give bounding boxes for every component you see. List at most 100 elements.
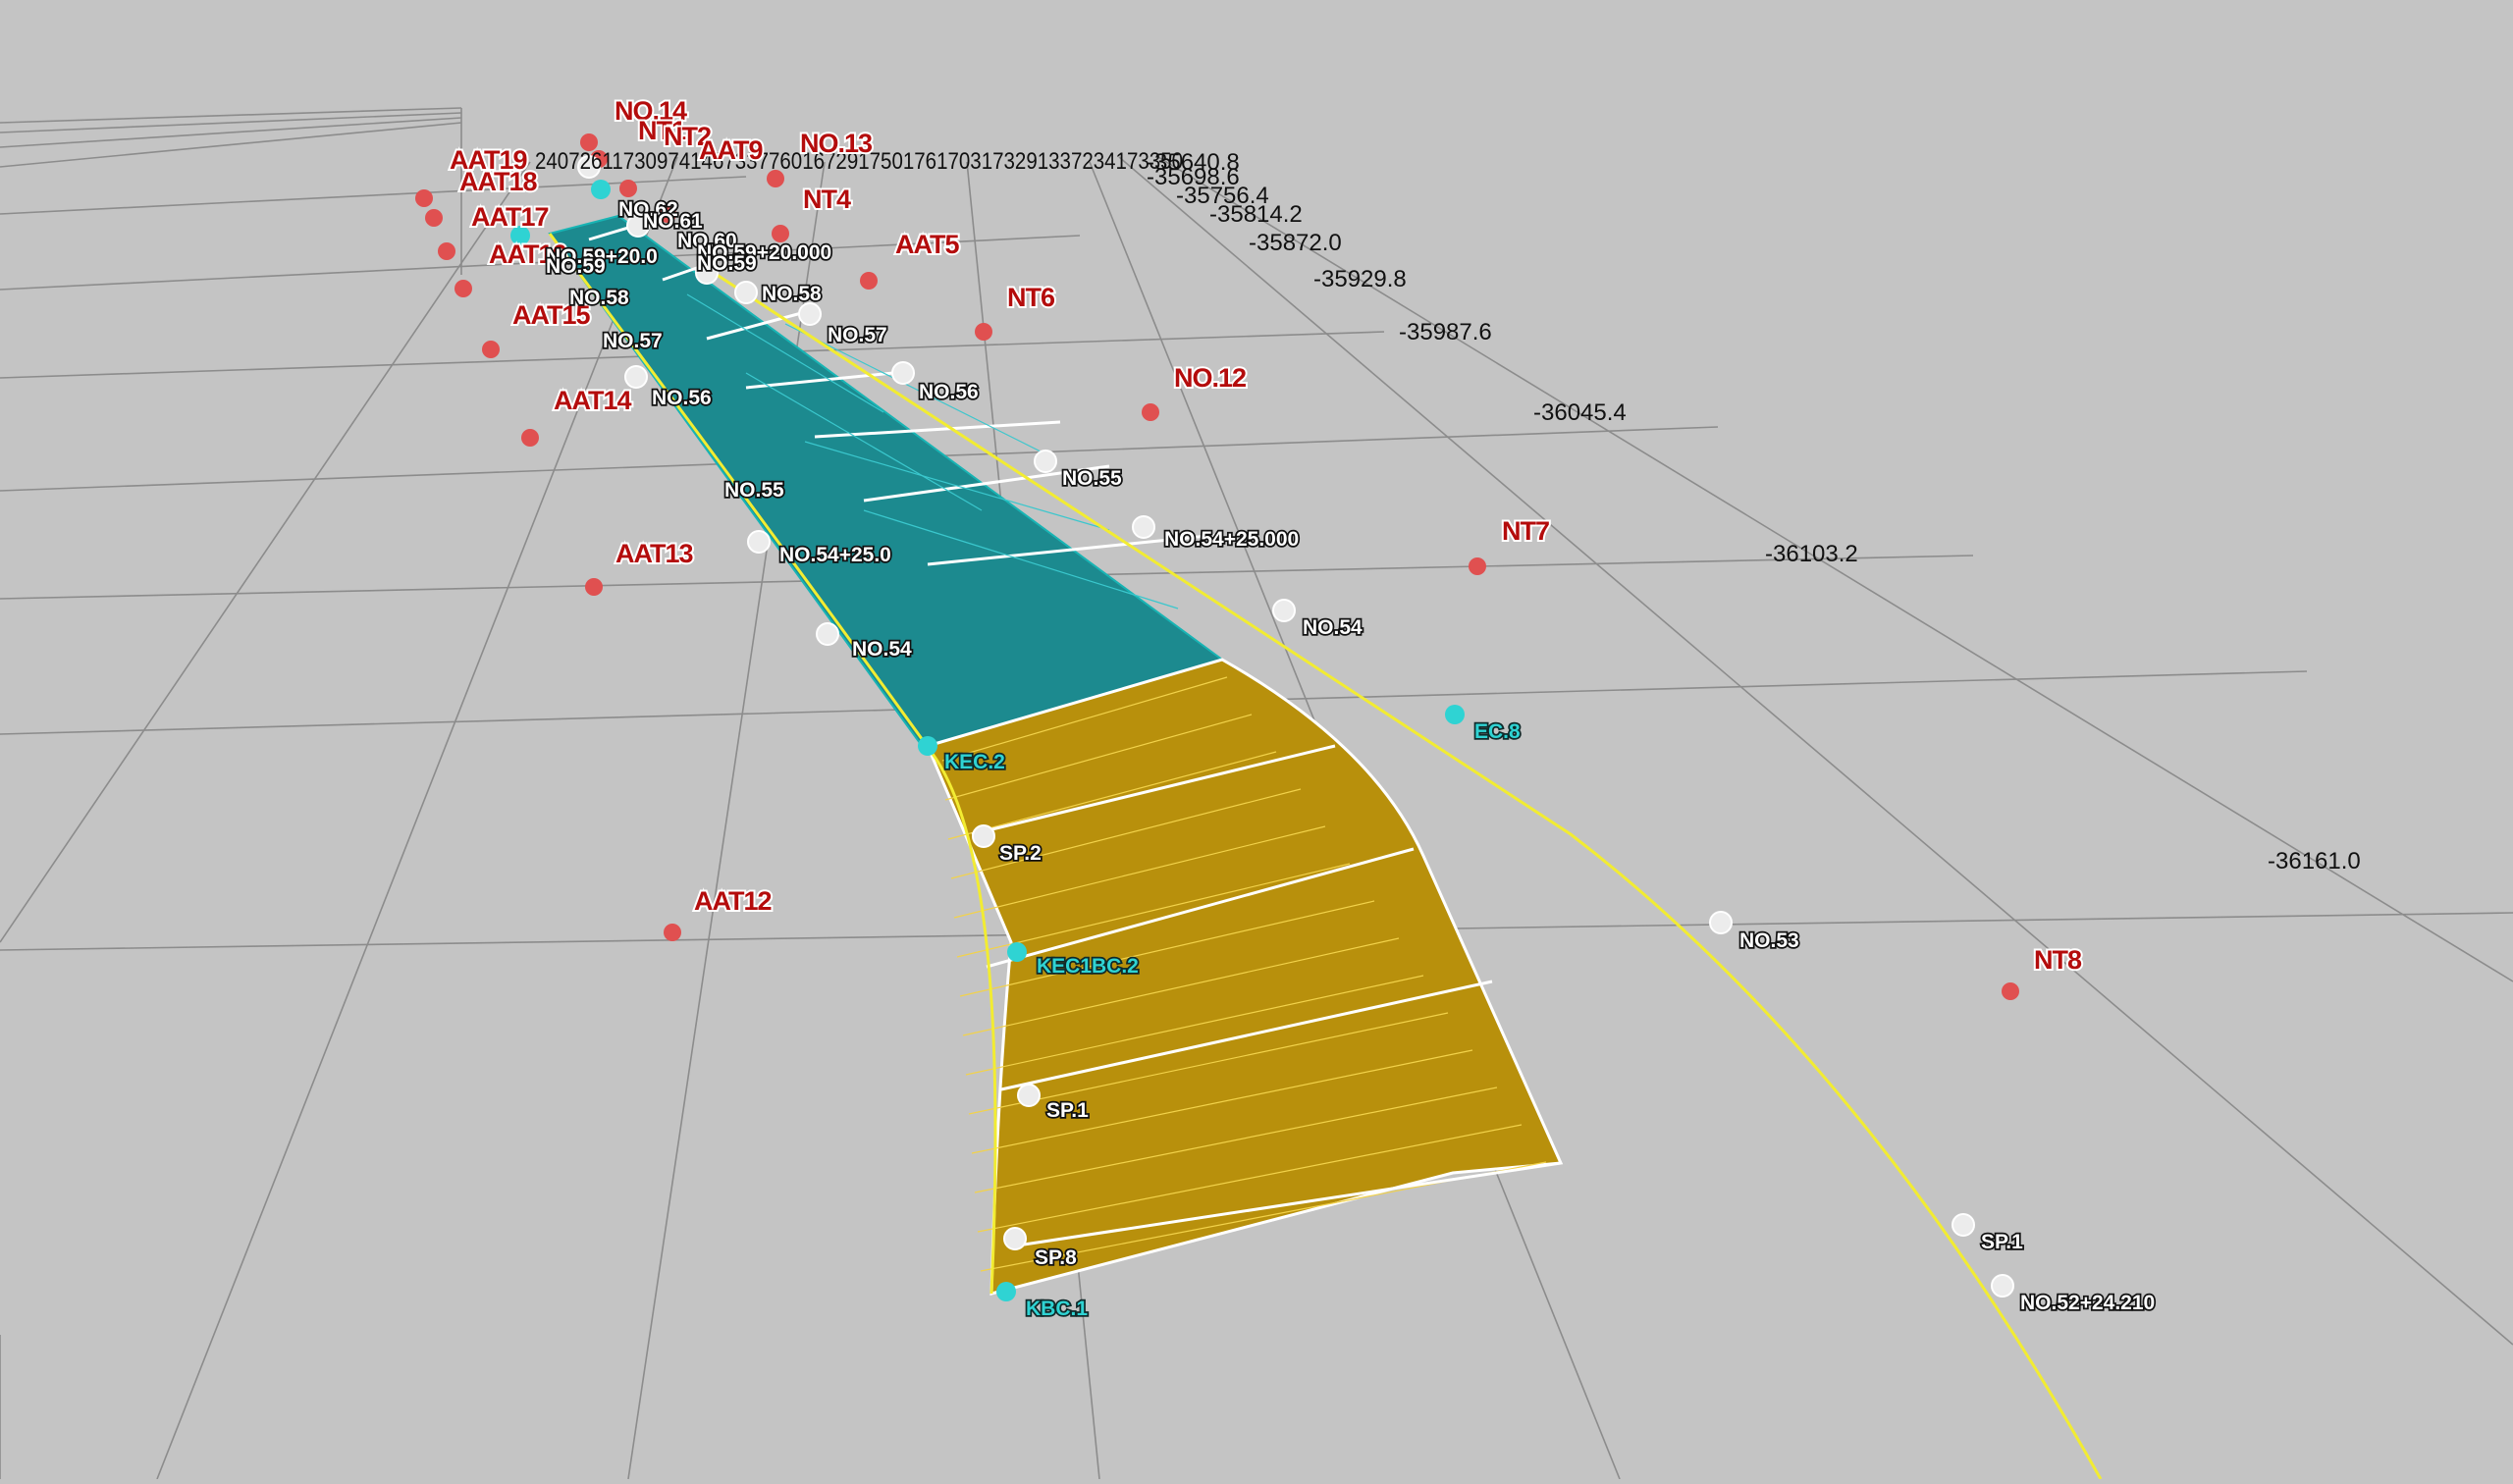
surface-mesh-line [941,676,1228,762]
survey-point-label: NO.12 [1174,363,1246,393]
station-label: SP.2 [999,842,1042,865]
station-marker [734,281,758,304]
surface-mesh-line [953,825,1326,919]
station-label: NO.62 [618,198,678,221]
survey-point-label: AAT17 [471,202,549,232]
surface-mesh-line [956,863,1351,958]
station-label: SP.1 [1981,1231,2023,1253]
station-marker [1034,450,1057,473]
station-label: NO.59 [546,255,606,278]
station-marker [1991,1274,2014,1298]
grid-line [1157,156,2513,982]
survey-point [438,242,455,260]
station-label: NO.60 [677,230,737,252]
station-label: NO.55 [1062,467,1122,490]
station-label: NO.55 [724,479,784,502]
survey-point-label: AAT13 [615,539,694,568]
station-label: NO.59+20.000 [697,241,831,264]
survey-point [975,323,992,341]
station-label: NO.57 [828,324,887,346]
station-label: NO.54+25.000 [1164,528,1299,551]
station-marker [577,155,601,179]
control-point-label: KBC.1 [1026,1298,1088,1320]
surface-mesh-line [863,509,1179,610]
survey-point-label: AAT19 [450,145,528,175]
grid-line [0,161,531,943]
control-point-marker [918,736,937,756]
control-point-label: EC.8 [1474,720,1521,743]
offset-alignment-line [701,263,2103,1480]
survey-point-label: AAT9 [699,135,763,165]
surface-section-line [927,533,1218,566]
coordinate-label: -35987.6 [1399,319,1492,345]
station-label: NO.56 [652,387,712,409]
surface-mesh-line [686,293,884,413]
station-label: NO.56 [919,381,979,403]
survey-point-label: AAT14 [554,386,632,415]
survey-point-label: NO.14 [615,96,687,126]
station-marker [1952,1213,1975,1237]
survey-point-label: AAT15 [512,300,591,330]
surface-section-line [1010,1161,1562,1248]
surface-section-line [814,420,1061,439]
surface-mesh-line [804,441,1110,531]
station-label: NO.54+25.0 [779,544,891,566]
coordinate-label: -35756.4 [1176,183,1269,209]
survey-point-label: AAT12 [694,886,772,916]
station-marker [695,261,719,285]
station-marker [798,302,822,326]
survey-point [619,180,637,197]
survey-point [772,225,789,242]
survey-point-label: AAT5 [895,230,959,259]
survey-point [482,341,500,358]
survey-point-label: NT6 [1007,283,1055,312]
station-label: NO.54 [852,638,912,661]
survey-point-label: NO.13 [800,129,873,158]
surface-section-line [863,464,1110,503]
control-point-marker [1007,942,1027,962]
survey-point [1469,557,1486,575]
coordinate-label: -35814.2 [1209,201,1303,228]
survey-point [767,170,784,187]
station-marker [624,365,648,389]
scene-labels: -35640.8-35698.6-35756.4-35814.2-35872.0… [448,94,2361,1322]
survey-point [415,189,433,207]
station-label: NO.61 [643,210,703,233]
control-point-label: KEC1BC.2 [1037,955,1139,978]
control-point-label: KEC.2 [944,751,1005,773]
survey-point [860,272,878,290]
surface-mesh-line [745,372,983,511]
survey-point-label: NT8 [2034,945,2082,975]
surface-section-line [588,226,629,241]
station-label: NO.58 [569,287,629,309]
grid-line [0,235,1081,291]
survey-point-label: NT7 [1502,516,1549,546]
survey-points [415,133,2019,1301]
surface-mesh-line [965,975,1424,1076]
surface-mesh-line [968,1012,1449,1115]
survey-point [585,578,603,596]
station-label: NO.59 [697,252,757,275]
survey-point [425,209,443,227]
station-marker [1709,911,1733,934]
surface-section-line [986,847,1415,969]
survey-point-label: NT1 [638,116,686,145]
grid-line [0,117,462,148]
control-point-marker [510,226,530,245]
survey-point-label: NT4 [803,185,851,214]
station-label: NO.59+20.0 [546,245,658,268]
station-label: NO.57 [603,330,663,352]
coordinate-label: -35698.6 [1147,164,1240,190]
control-point-marker [1445,705,1465,724]
station-label: SP.1 [1046,1099,1089,1122]
coordinate-label: -36103.2 [1765,541,1858,567]
station-marker [1003,1227,1027,1250]
station-label: NO.52+24.210 [2020,1292,2155,1314]
survey-point [659,205,676,223]
surface-mesh-line [971,1049,1473,1154]
station-label: NO.53 [1739,929,1799,952]
station-label: NO.58 [762,283,822,305]
gold-road-surface [925,658,1564,1296]
